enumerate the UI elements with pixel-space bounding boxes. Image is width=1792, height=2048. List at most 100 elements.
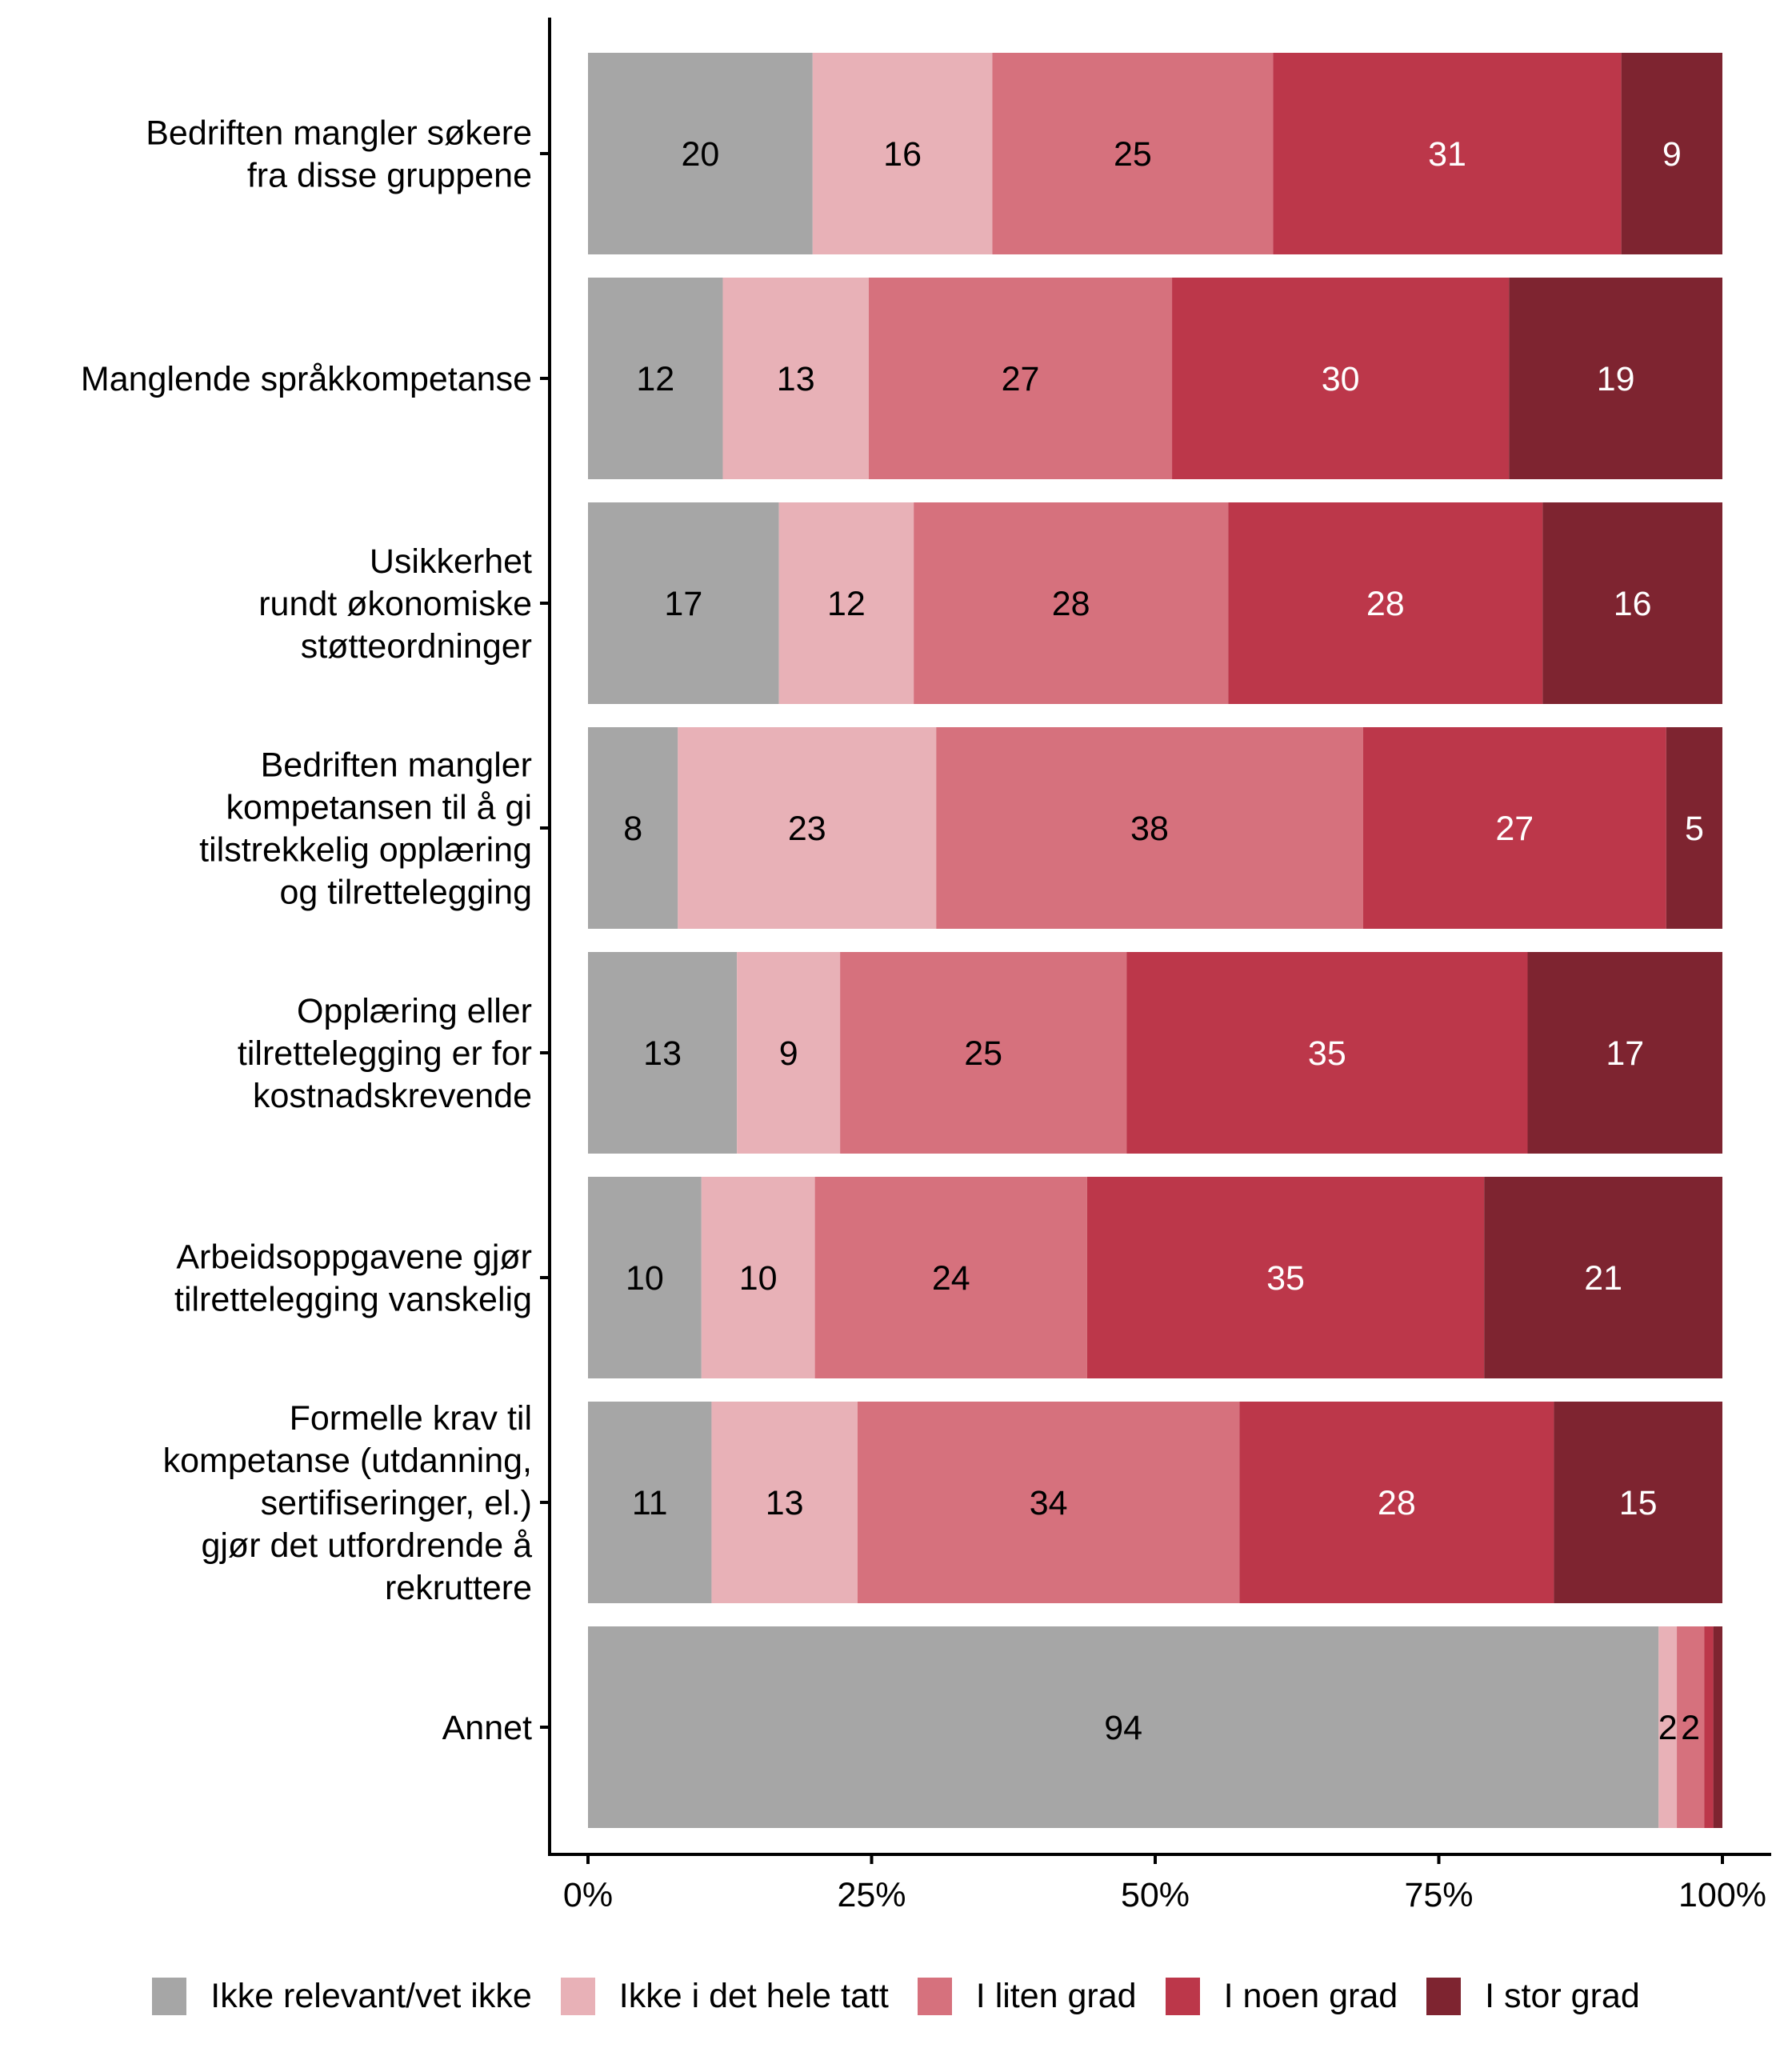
bar-row: 94 2 2 bbox=[588, 1626, 1722, 1828]
legend-label: Ikke i det hele tatt bbox=[618, 1976, 889, 2015]
bar-value-label: 9 bbox=[779, 1034, 798, 1073]
bar-value-label: 24 bbox=[932, 1259, 970, 1298]
bar-value-label: 25 bbox=[964, 1034, 1002, 1073]
category-label: Manglende språkkompetanse bbox=[81, 360, 532, 398]
x-tick-label: 25% bbox=[837, 1876, 906, 1914]
bar-segment bbox=[588, 727, 678, 929]
bar-segment bbox=[857, 1402, 1240, 1603]
bar-value-label: 8 bbox=[623, 810, 642, 848]
bar-row: 20 16 25 31 9 bbox=[588, 53, 1722, 254]
bar-value-label: 2 bbox=[1658, 1709, 1678, 1747]
bar-value-label: 17 bbox=[664, 585, 702, 623]
bar-segment bbox=[1527, 952, 1722, 1154]
legend-label: Ikke relevant/vet ikke bbox=[210, 1976, 532, 2015]
bar-value-label: 21 bbox=[1584, 1259, 1622, 1298]
bar-segment bbox=[936, 727, 1363, 929]
bar-row: 13 9 25 35 17 bbox=[588, 952, 1722, 1154]
bar-segment bbox=[1509, 278, 1722, 479]
bar-segment bbox=[588, 53, 813, 254]
category-label: Annet bbox=[442, 1709, 532, 1747]
bar-value-label: 28 bbox=[1052, 585, 1090, 623]
category-label: Usikkerhet rundt økonomiske støtteordninge… bbox=[258, 542, 532, 666]
bar-value-label: 15 bbox=[1619, 1484, 1658, 1522]
bar-segment bbox=[1666, 727, 1722, 929]
stacked-bar-chart: 20 16 25 31 9 12 13 27 30 19 17 12 28 28 16 8 23 38 27 5 13 9… bbox=[81, 18, 1771, 1914]
bar-value-label: 19 bbox=[1597, 360, 1635, 398]
bar-segment bbox=[1658, 1626, 1678, 1828]
bar-value-label: 10 bbox=[739, 1259, 778, 1298]
legend-label: I liten grad bbox=[975, 1976, 1137, 2015]
bar-segment bbox=[1704, 1626, 1714, 1828]
bar-value-label: 27 bbox=[1495, 810, 1534, 848]
bar-segment bbox=[678, 727, 937, 929]
bar-segment bbox=[588, 1177, 702, 1378]
bar-segment bbox=[1542, 502, 1722, 704]
bar-value-label: 2 bbox=[1681, 1709, 1700, 1747]
bar-segment bbox=[812, 53, 993, 254]
bar-segment bbox=[588, 278, 723, 479]
category-label: Bedriften mangler kompetansen til å gi til… bbox=[199, 746, 532, 912]
legend-key bbox=[917, 1977, 952, 2015]
legend-key bbox=[560, 1977, 595, 2015]
bar-segment bbox=[840, 952, 1127, 1154]
bar-segment bbox=[1484, 1177, 1722, 1378]
bars-layer: 20 16 25 31 9 12 13 27 30 19 17 12 28 28 16 8 23 38 27 5 13 9… bbox=[588, 53, 1722, 1828]
bar-segment bbox=[588, 502, 779, 704]
legend-item-i-stor-grad: I stor grad bbox=[1426, 1977, 1640, 2016]
bar-segment bbox=[1362, 727, 1666, 929]
bar-segment bbox=[737, 952, 841, 1154]
bar-segment bbox=[1228, 502, 1543, 704]
x-tick-label: 50% bbox=[1121, 1876, 1190, 1914]
bar-row: 12 13 27 30 19 bbox=[588, 278, 1722, 479]
legend-item-ikke-relevant: Ikke relevant/vet ikke bbox=[152, 1977, 532, 2016]
category-label: Formelle krav til kompetanse (utdanning, s… bbox=[163, 1399, 532, 1607]
legend-item-i-liten-grad: I liten grad bbox=[917, 1976, 1137, 2016]
bar-segment bbox=[914, 502, 1229, 704]
bar-segment bbox=[588, 1626, 1659, 1828]
bar-row: 11 13 34 28 15 bbox=[588, 1402, 1722, 1603]
category-label: Arbeidsoppgavene gjør tilrettelegging van… bbox=[174, 1238, 532, 1319]
category-label: Bedriften mangler søkere fra disse gruppe… bbox=[146, 114, 532, 195]
bar-value-label: 38 bbox=[1130, 810, 1169, 848]
bar-value-label: 12 bbox=[636, 360, 674, 398]
bar-value-label: 10 bbox=[626, 1259, 664, 1298]
bar-segment bbox=[1086, 1177, 1485, 1378]
legend-key bbox=[152, 1977, 187, 2015]
bar-row: 8 23 38 27 5 bbox=[588, 727, 1722, 929]
category-labels: Bedriften mangler søkere fra disse gruppe… bbox=[81, 114, 550, 1747]
legend: Ikke relevant/vet ikke Ikke i det hele t… bbox=[0, 1964, 1792, 2028]
bar-value-label: 27 bbox=[1002, 360, 1040, 398]
bar-segment bbox=[1554, 1402, 1722, 1603]
bar-value-label: 16 bbox=[1614, 585, 1652, 623]
bar-segment bbox=[778, 502, 914, 704]
bar-segment bbox=[1172, 278, 1510, 479]
x-tick-label: 100% bbox=[1678, 1876, 1766, 1914]
bar-segment bbox=[1126, 952, 1528, 1154]
bar-segment bbox=[1621, 53, 1722, 254]
bar-segment bbox=[868, 278, 1173, 479]
bar-segment bbox=[722, 278, 869, 479]
bar-value-label: 34 bbox=[1030, 1484, 1068, 1522]
legend-label: I stor grad bbox=[1485, 1976, 1640, 2015]
bar-value-label: 25 bbox=[1114, 135, 1152, 174]
bar-value-label: 17 bbox=[1606, 1034, 1644, 1073]
bar-value-label: 5 bbox=[1685, 810, 1704, 848]
bar-value-label: 13 bbox=[777, 360, 815, 398]
bar-value-label: 35 bbox=[1266, 1259, 1305, 1298]
bar-segment bbox=[701, 1177, 815, 1378]
bar-segment bbox=[588, 952, 738, 1154]
legend-key bbox=[1426, 1977, 1462, 2015]
bar-value-label: 9 bbox=[1662, 135, 1682, 174]
bar-value-label: 13 bbox=[766, 1484, 804, 1522]
legend-label: I noen grad bbox=[1223, 1976, 1398, 2015]
bar-value-label: 23 bbox=[788, 810, 826, 848]
bar-segment bbox=[711, 1402, 858, 1603]
bar-row: 17 12 28 28 16 bbox=[588, 502, 1722, 704]
bar-segment bbox=[992, 53, 1274, 254]
bar-value-label: 20 bbox=[681, 135, 719, 174]
bar-segment bbox=[1713, 1626, 1722, 1828]
bar-segment bbox=[1273, 53, 1622, 254]
bar-value-label: 11 bbox=[632, 1484, 668, 1522]
x-axis-ticks: 0% 25% 50% 75% 100% bbox=[563, 1854, 1766, 1914]
bar-segment bbox=[588, 1402, 712, 1603]
